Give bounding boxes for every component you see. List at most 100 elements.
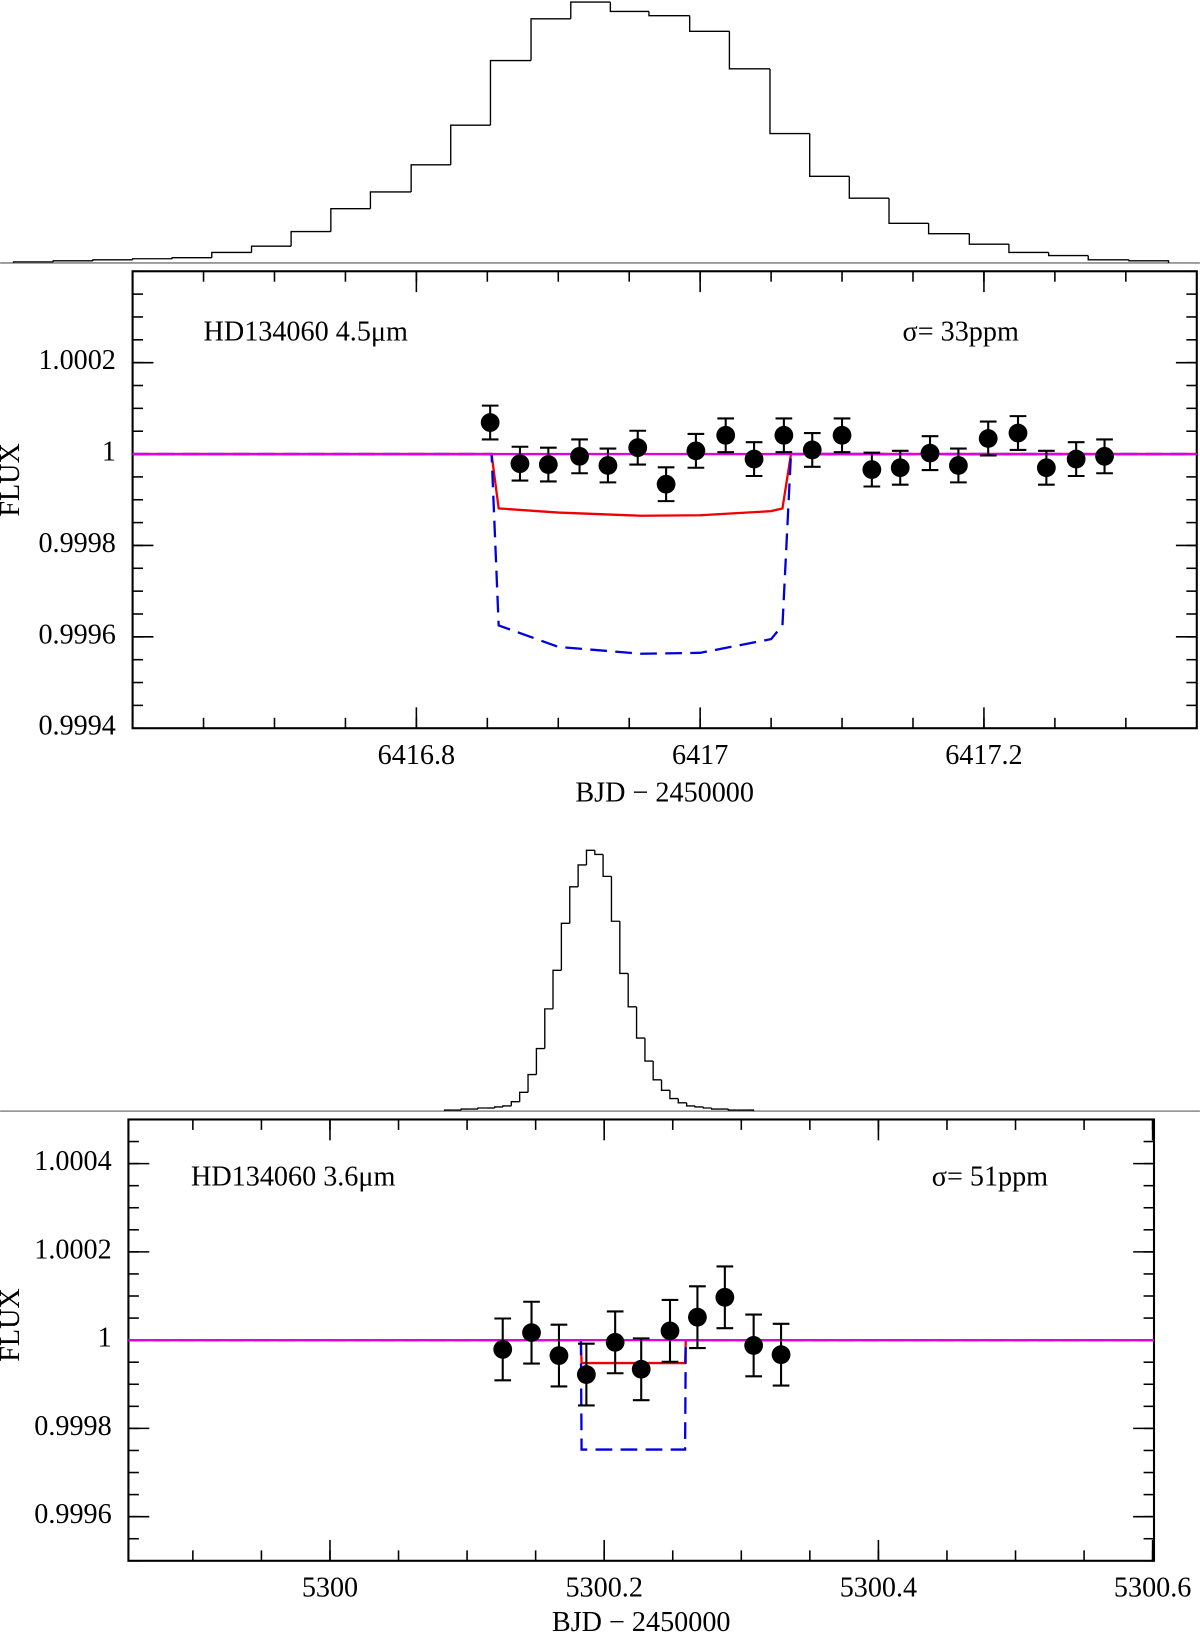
data-point — [774, 425, 794, 445]
histogram-bin — [660, 1079, 670, 1091]
data-point — [493, 1340, 513, 1359]
histogram-bin — [968, 233, 1009, 245]
annotation: σ= 33ppm — [903, 316, 1019, 347]
histogram-bin — [602, 854, 612, 878]
histogram-bin — [489, 59, 532, 126]
data-point — [628, 438, 648, 458]
histogram-bin — [1008, 244, 1049, 254]
histogram-bin — [12, 261, 54, 263]
x-axis-label: BJD − 2450000 — [575, 777, 754, 808]
y-tick-label: 0.9996 — [38, 619, 115, 650]
y-tick-label: 0.9996 — [34, 1499, 111, 1530]
histogram-bin — [809, 133, 850, 177]
y-tick-label: 1.0002 — [38, 345, 115, 376]
histogram-bin — [585, 849, 595, 865]
histogram-bin — [594, 850, 604, 856]
data-point — [576, 1365, 596, 1384]
annotation: HD134060 3.6μm — [191, 1161, 395, 1192]
histogram-bin — [727, 1109, 737, 1111]
x-tick-label: 5300.4 — [840, 1572, 917, 1603]
histogram-bin — [669, 1090, 679, 1100]
data-point — [688, 1307, 707, 1327]
histogram-bin — [1128, 259, 1170, 263]
data-point — [510, 454, 530, 474]
y-tick-label: 1 — [102, 437, 116, 468]
model-line — [132, 452, 1197, 517]
data-point — [480, 413, 500, 432]
data-point — [744, 449, 764, 469]
histogram-bin — [627, 973, 637, 1008]
data-point — [522, 1323, 541, 1343]
data-point — [538, 455, 558, 474]
histogram-bin — [502, 1105, 512, 1107]
histogram-bin — [535, 1047, 545, 1075]
histogram-bin — [619, 921, 629, 975]
histogram-bin — [330, 207, 371, 232]
histogram-bin — [530, 18, 571, 61]
histogram-bin — [1047, 252, 1089, 257]
histogram-bin — [171, 257, 212, 259]
data-point — [715, 1287, 735, 1307]
histogram-bin — [677, 1098, 687, 1104]
histogram-bin — [927, 223, 970, 235]
data-point — [1036, 458, 1056, 478]
x-tick-label: 5300.6 — [1114, 1572, 1191, 1603]
histogram-bin — [552, 969, 562, 1009]
x-tick-label: 6417 — [672, 740, 728, 771]
y-tick-label: 0.9998 — [34, 1411, 111, 1442]
data-point — [978, 429, 998, 448]
histogram-bin — [131, 258, 173, 260]
y-tick-label: 1 — [98, 1323, 112, 1354]
histogram-bin — [652, 1061, 662, 1081]
data-point — [890, 458, 910, 478]
histogram-bin — [510, 1101, 520, 1106]
data-point — [549, 1346, 569, 1365]
x-axis-label: BJD − 2450000 — [552, 1607, 731, 1638]
histogram-bin — [570, 1, 611, 19]
histogram-bin — [648, 11, 690, 17]
histogram-bin — [577, 864, 587, 887]
data-point — [656, 474, 676, 494]
histogram-bin — [635, 1006, 645, 1039]
annotation: σ= 51ppm — [932, 1161, 1048, 1192]
histogram-bin — [443, 1109, 453, 1112]
data-point — [832, 425, 852, 445]
data-point — [802, 440, 822, 460]
y-axis-label: FLUX — [0, 1288, 26, 1362]
data-point — [862, 460, 882, 479]
histogram-bin — [609, 2, 649, 13]
model-line — [132, 452, 1197, 655]
data-point — [771, 1345, 791, 1365]
data-point — [949, 456, 968, 475]
histogram-bin — [460, 1108, 470, 1111]
x-tick-label: 5300 — [302, 1572, 358, 1603]
data-point — [1066, 449, 1086, 469]
histogram-bin — [477, 1107, 487, 1110]
data-point — [631, 1359, 651, 1379]
data-point — [686, 441, 706, 461]
histogram-bin — [250, 245, 292, 253]
data-point — [1008, 423, 1028, 443]
data-point — [744, 1336, 764, 1355]
histogram-bin — [560, 922, 570, 971]
histogram-bin — [569, 886, 579, 924]
y-tick-label: 1.0004 — [34, 1146, 111, 1177]
histogram-bin — [710, 1107, 720, 1110]
histogram-bin — [410, 164, 451, 192]
histogram-bin — [702, 1106, 712, 1109]
histogram-bin — [610, 876, 620, 922]
histogram-bin — [211, 251, 252, 258]
histogram-bin — [527, 1073, 537, 1093]
y-axis-label: FLUX — [0, 443, 26, 517]
histogram-bin — [728, 31, 770, 70]
histogram-bin — [685, 1102, 696, 1107]
histogram-bin — [848, 176, 890, 199]
x-tick-label: 5300.2 — [565, 1572, 642, 1603]
data-point — [660, 1321, 680, 1341]
data-point — [598, 456, 618, 475]
histogram-bin — [644, 1038, 654, 1062]
histogram-bin — [494, 1106, 503, 1108]
histogram-bin — [745, 1109, 755, 1112]
histogram-bin — [544, 1008, 554, 1049]
histogram-bin — [369, 191, 412, 209]
